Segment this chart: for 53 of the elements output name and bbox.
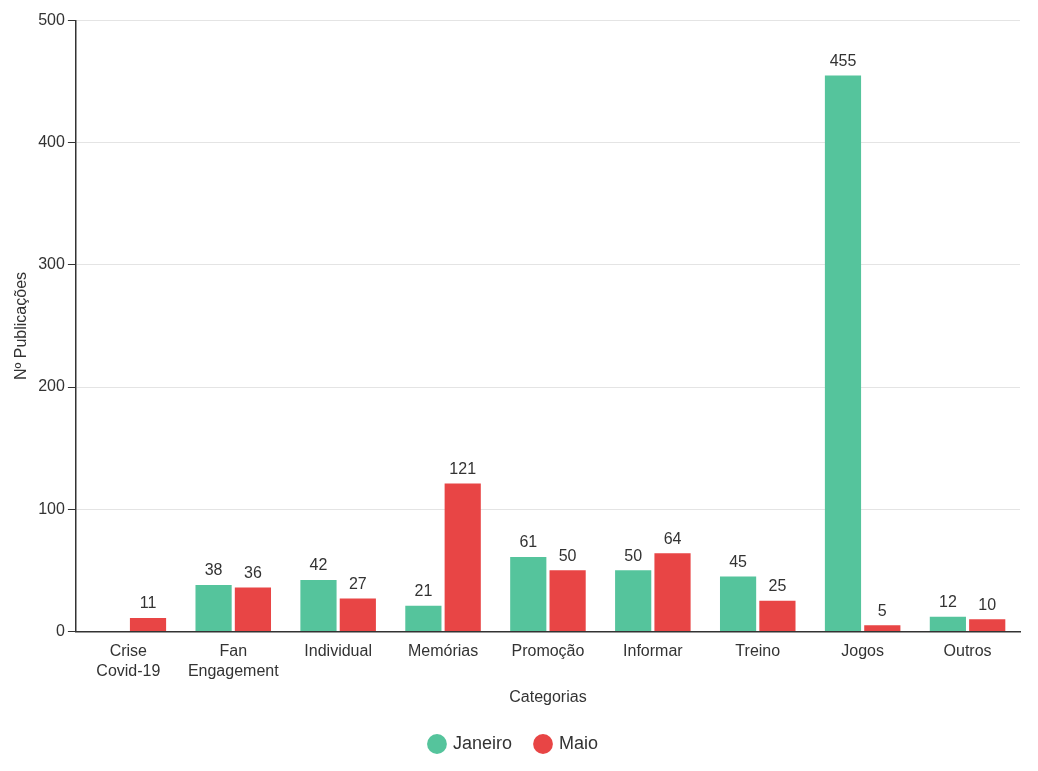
data-label: 21 bbox=[414, 582, 433, 600]
legend-label: Janeiro bbox=[452, 732, 513, 753]
data-label: 27 bbox=[348, 574, 367, 592]
y-tick-label: 200 bbox=[38, 377, 65, 395]
y-tick-label: 500 bbox=[38, 11, 65, 29]
bar bbox=[719, 576, 757, 631]
x-axis-title: Categorias bbox=[509, 687, 587, 705]
bar bbox=[824, 75, 862, 631]
bar bbox=[195, 584, 232, 631]
bar bbox=[549, 570, 586, 631]
bar bbox=[864, 625, 901, 631]
data-label: 38 bbox=[204, 561, 223, 579]
bar bbox=[969, 619, 1006, 631]
data-label: 64 bbox=[663, 529, 682, 547]
bar bbox=[759, 600, 796, 631]
x-tick-label: Jogos bbox=[841, 642, 884, 660]
bar bbox=[444, 483, 481, 631]
data-label: 5 bbox=[877, 601, 887, 619]
x-tick-label: Promoção bbox=[511, 642, 585, 660]
bar bbox=[129, 617, 167, 631]
data-label: 455 bbox=[829, 51, 857, 69]
data-label: 10 bbox=[978, 595, 997, 613]
y-tick-label: 0 bbox=[55, 621, 65, 639]
data-label: 11 bbox=[139, 594, 157, 612]
bar bbox=[234, 587, 272, 631]
legend-label: Maio bbox=[559, 732, 599, 753]
data-label: 50 bbox=[558, 546, 577, 564]
data-label: 36 bbox=[244, 563, 262, 581]
y-tick-label: 300 bbox=[38, 255, 65, 273]
x-tick-label: Individual bbox=[304, 642, 372, 660]
data-label: 121 bbox=[449, 459, 477, 477]
x-tick-label: Informar bbox=[623, 642, 684, 660]
data-label: 45 bbox=[729, 552, 748, 570]
y-axis-title: Nº Publicações bbox=[12, 271, 30, 381]
bar bbox=[929, 616, 966, 631]
bar bbox=[510, 556, 547, 631]
data-label: 12 bbox=[938, 593, 957, 611]
y-tick-label: 400 bbox=[38, 133, 65, 151]
data-label: 25 bbox=[768, 577, 787, 595]
x-tick-label: Outros bbox=[943, 642, 992, 660]
bar bbox=[339, 598, 376, 631]
x-tick-label: Treino bbox=[735, 642, 781, 660]
y-tick-label: 100 bbox=[38, 499, 65, 517]
bar bbox=[615, 570, 652, 631]
bar bbox=[405, 605, 442, 631]
bar bbox=[654, 553, 691, 631]
data-label: 42 bbox=[309, 556, 328, 574]
data-label: 50 bbox=[624, 546, 643, 564]
x-tick-label: Fan Engagement bbox=[187, 642, 280, 679]
x-tick-label: Crise Covid-19 bbox=[96, 642, 161, 679]
x-tick-label: Memórias bbox=[407, 642, 479, 660]
data-label: 61 bbox=[519, 533, 538, 551]
bar bbox=[300, 580, 337, 631]
